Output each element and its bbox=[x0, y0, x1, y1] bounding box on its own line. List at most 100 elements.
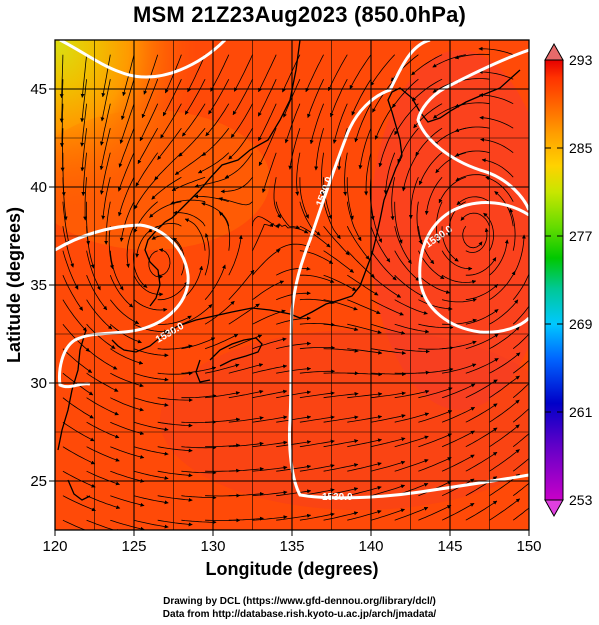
streamline bbox=[370, 437, 406, 448]
streamline bbox=[86, 275, 108, 311]
streamline bbox=[481, 158, 514, 178]
streamline bbox=[181, 445, 217, 450]
credit-data: Data from http://database.rish.kyoto-u.a… bbox=[162, 609, 437, 620]
streamline bbox=[110, 495, 145, 507]
streamline bbox=[364, 152, 372, 196]
streamline bbox=[80, 79, 87, 123]
streamline bbox=[358, 128, 372, 170]
streamline bbox=[110, 372, 144, 388]
streamline bbox=[205, 363, 240, 374]
streamline bbox=[204, 334, 239, 350]
streamline bbox=[210, 54, 230, 92]
streamline bbox=[204, 233, 210, 276]
streamline bbox=[347, 372, 383, 377]
streamline bbox=[512, 457, 529, 472]
streamline bbox=[372, 78, 396, 113]
streamline bbox=[121, 79, 135, 120]
streamline bbox=[512, 507, 529, 521]
streamline bbox=[228, 389, 264, 399]
streamline bbox=[143, 54, 159, 95]
streamline bbox=[370, 414, 406, 423]
streamline bbox=[257, 79, 277, 117]
streamline bbox=[442, 318, 477, 325]
streamline bbox=[370, 391, 406, 399]
streamline bbox=[133, 519, 169, 529]
streamline bbox=[232, 79, 253, 116]
streamline bbox=[394, 412, 430, 423]
streamline bbox=[86, 299, 113, 330]
streamline bbox=[157, 127, 182, 160]
streamline bbox=[390, 177, 396, 221]
streamline bbox=[314, 128, 324, 171]
streamline bbox=[489, 424, 520, 448]
streamline bbox=[135, 152, 159, 187]
streamline bbox=[194, 194, 229, 203]
streamline bbox=[157, 248, 171, 276]
streamline bbox=[323, 511, 359, 521]
streamline bbox=[478, 70, 514, 80]
wind-streamlines bbox=[59, 46, 529, 530]
streamline bbox=[512, 408, 529, 423]
streamline bbox=[86, 470, 120, 486]
streamline bbox=[512, 273, 529, 300]
streamline bbox=[119, 103, 135, 144]
x-tick-label: 150 bbox=[516, 538, 541, 555]
streamline bbox=[465, 333, 499, 350]
credit-drawing: Drawing by DCL (https://www.gfd-dennou.o… bbox=[163, 596, 436, 607]
streamline bbox=[194, 176, 229, 188]
streamline bbox=[104, 201, 111, 245]
streamline bbox=[455, 150, 490, 157]
streamline bbox=[479, 115, 514, 129]
streamline bbox=[332, 103, 348, 144]
streamline bbox=[432, 54, 466, 68]
streamline bbox=[462, 225, 483, 249]
streamline bbox=[208, 79, 230, 115]
streamline bbox=[139, 103, 159, 142]
streamline bbox=[489, 375, 520, 399]
streamline bbox=[276, 266, 311, 276]
streamline bbox=[418, 274, 451, 294]
streamline bbox=[408, 177, 419, 220]
streamline bbox=[181, 337, 216, 350]
colorbar-tick-label: 293 bbox=[569, 52, 593, 68]
streamline bbox=[370, 299, 404, 316]
streamline bbox=[346, 177, 354, 220]
streamline bbox=[118, 177, 135, 217]
streamline bbox=[80, 128, 87, 172]
streamline bbox=[197, 152, 230, 174]
streamline bbox=[181, 103, 206, 137]
streamline bbox=[441, 502, 475, 521]
streamline bbox=[109, 275, 134, 308]
streamline bbox=[258, 128, 277, 167]
streamline bbox=[252, 490, 288, 497]
streamline bbox=[205, 417, 241, 423]
streamline bbox=[157, 371, 193, 376]
streamline bbox=[62, 519, 87, 530]
lat-lon-grid bbox=[55, 40, 529, 530]
streamline bbox=[512, 234, 526, 276]
streamline bbox=[157, 281, 188, 301]
streamline bbox=[160, 103, 182, 139]
streamline bbox=[454, 126, 490, 133]
streamline bbox=[252, 389, 288, 399]
streamline bbox=[110, 470, 145, 483]
streamline bbox=[418, 387, 453, 399]
streamline bbox=[483, 212, 495, 251]
streamline bbox=[347, 438, 382, 448]
streamline bbox=[62, 348, 93, 373]
streamline bbox=[157, 315, 192, 325]
streamline bbox=[489, 299, 519, 325]
streamline bbox=[288, 128, 301, 170]
streamline bbox=[465, 257, 497, 276]
streamline bbox=[465, 309, 499, 325]
streamline bbox=[86, 201, 91, 246]
streamline bbox=[323, 225, 350, 256]
streamline bbox=[133, 372, 169, 382]
streamline bbox=[204, 264, 226, 300]
streamline bbox=[172, 237, 185, 276]
streamline bbox=[394, 389, 430, 399]
streamline bbox=[509, 208, 516, 251]
streamline bbox=[394, 459, 429, 472]
streamline bbox=[441, 250, 473, 271]
streamline bbox=[62, 226, 74, 268]
